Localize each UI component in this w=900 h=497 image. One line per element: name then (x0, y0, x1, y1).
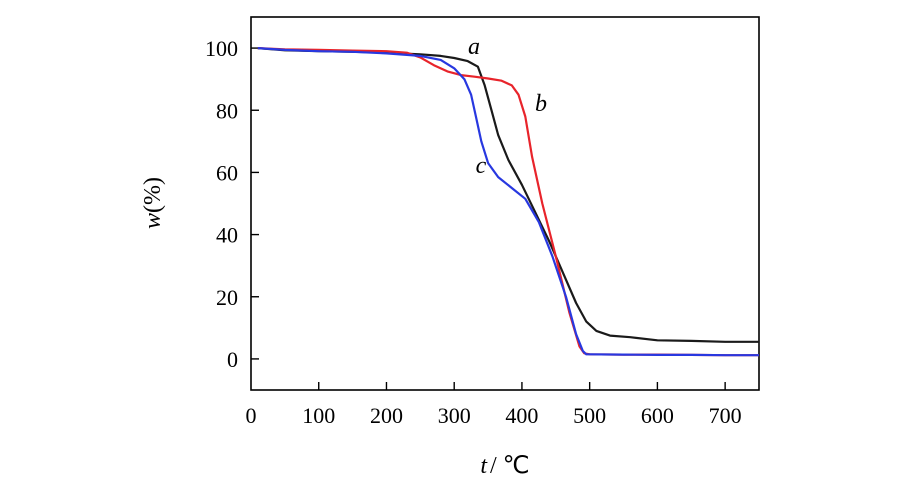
x-tick-label: 0 (246, 403, 257, 428)
y-tick-label: 20 (216, 285, 238, 310)
x-tick-label: 700 (709, 403, 742, 428)
y-tick-label: 0 (227, 347, 238, 372)
x-tick-label: 300 (438, 403, 471, 428)
series-line-c (257, 47, 759, 357)
axis-ticks: 0 100 200 300 400 500 600 700 0 20 40 60 80 100 (205, 36, 742, 428)
series-labels: a b c (468, 34, 547, 179)
y-axis-unit: (%) (140, 177, 166, 213)
x-tick-label: 500 (573, 403, 606, 428)
x-tick-label: 600 (641, 403, 674, 428)
series-label-a: a (468, 34, 480, 60)
series-label-c: c (476, 153, 487, 179)
y-tick-label: 60 (216, 160, 238, 185)
x-axis-title: t / ℃ (480, 453, 529, 479)
series-lines (257, 47, 759, 357)
x-tick-label: 200 (370, 403, 403, 428)
x-tick-label: 400 (505, 403, 538, 428)
plot-frame (250, 16, 760, 391)
series-line-a (257, 47, 759, 343)
y-axis-var: w (140, 213, 166, 229)
y-tick-label: 80 (216, 98, 238, 123)
y-tick-label: 40 (216, 223, 238, 248)
series-line-b (257, 47, 759, 357)
y-axis-title: w(%) (140, 177, 166, 229)
y-tick-label: 100 (205, 36, 238, 61)
x-axis-unit: / ℃ (490, 453, 530, 479)
series-label-b: b (535, 91, 547, 117)
x-axis-var: t (480, 453, 488, 479)
x-tick-label: 100 (302, 403, 335, 428)
